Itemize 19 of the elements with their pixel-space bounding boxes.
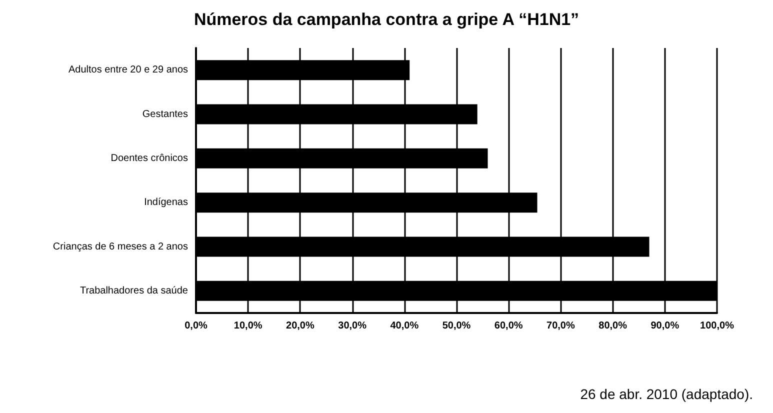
x-tick-label: 60,0% <box>494 320 523 332</box>
x-tick-label: 0,0% <box>184 320 208 332</box>
y-tick-label: Adultos entre 20 e 29 anos <box>68 64 188 76</box>
x-tick-label: 100,0% <box>700 320 734 332</box>
x-tick-label: 70,0% <box>546 320 575 332</box>
x-tick-label: 90,0% <box>650 320 680 332</box>
y-tick-label: Trabalhadores da saúde <box>80 285 188 296</box>
x-tick-label: 20,0% <box>286 320 314 332</box>
x-tick-label: 40,0% <box>390 320 419 332</box>
y-tick-label: Crianças de 6 meses a 2 anos <box>52 241 188 252</box>
x-tick-label: 50,0% <box>442 320 471 332</box>
y-tick-label: Gestantes <box>142 108 188 120</box>
chart-title: Números da campanha contra a gripe A “H1N1” <box>194 10 580 29</box>
y-tick-label: Indígenas <box>144 197 188 208</box>
x-tick-label: 30,0% <box>338 320 367 332</box>
x-tick-label: 80,0% <box>598 320 628 332</box>
x-tick-label: 10,0% <box>234 320 262 332</box>
y-tick-label: Doentes crônicos <box>110 152 188 164</box>
text: 26 de abr. 2010 (adaptado). <box>580 386 754 402</box>
